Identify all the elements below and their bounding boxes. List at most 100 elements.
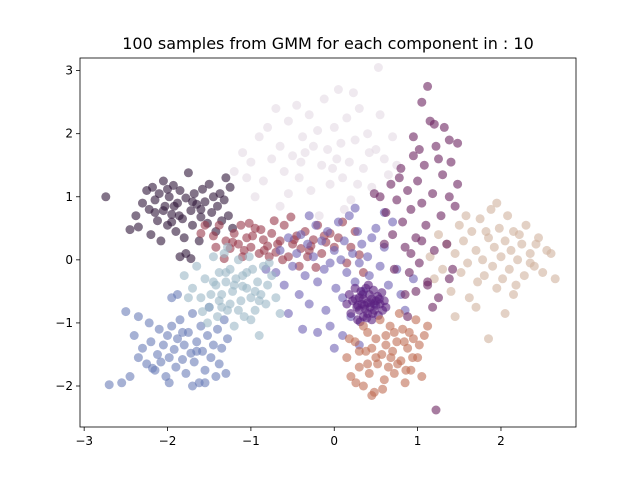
data-point [267, 154, 277, 164]
data-point [471, 302, 481, 312]
data-point [271, 104, 281, 113]
data-point [459, 236, 468, 246]
data-point [450, 201, 460, 211]
data-point [169, 201, 179, 211]
data-point [473, 277, 483, 287]
y-tick-label: 1 [65, 190, 73, 204]
data-point [358, 321, 368, 331]
data-point [348, 249, 358, 258]
data-point [450, 312, 460, 322]
data-point [388, 230, 398, 240]
data-point [521, 220, 531, 230]
y-tick-label: 2 [65, 127, 73, 141]
data-point [401, 365, 411, 375]
data-point [175, 186, 185, 195]
data-point [331, 283, 341, 293]
data-point [429, 274, 439, 284]
data-point [219, 195, 229, 205]
data-point [254, 331, 264, 340]
data-point [283, 233, 293, 243]
data-point [332, 154, 342, 164]
data-point [164, 378, 174, 388]
data-point [342, 353, 352, 363]
data-point [400, 242, 410, 252]
data-point [517, 239, 527, 249]
data-point [214, 268, 224, 277]
data-point [509, 290, 518, 299]
data-point [336, 255, 346, 265]
data-point [254, 132, 264, 142]
data-point [386, 353, 396, 363]
data-point [342, 113, 352, 123]
data-point [125, 225, 135, 235]
data-point [217, 343, 227, 353]
data-point [179, 271, 189, 281]
data-point [253, 277, 263, 287]
data-point [196, 228, 206, 238]
data-point [354, 104, 364, 113]
data-point [394, 173, 404, 183]
chart-title: 100 samples from GMM for each component … [122, 34, 534, 53]
data-point [481, 227, 491, 236]
data-point [423, 81, 433, 91]
data-point [348, 88, 358, 98]
data-point [311, 220, 321, 230]
data-point [304, 211, 314, 221]
data-point [531, 239, 541, 249]
data-point [504, 264, 514, 274]
data-point [206, 290, 216, 299]
data-point [417, 97, 427, 107]
data-point [192, 261, 202, 271]
data-point [429, 245, 439, 255]
data-point [158, 176, 168, 186]
data-point [146, 337, 156, 347]
data-point [364, 148, 374, 158]
data-point [396, 163, 406, 173]
data-point [408, 151, 418, 161]
data-point [363, 280, 373, 290]
data-point [317, 160, 327, 170]
data-point [298, 132, 308, 142]
data-point [375, 110, 385, 120]
data-point [246, 242, 256, 252]
data-point [354, 258, 364, 268]
data-point [189, 189, 199, 199]
data-point [158, 340, 168, 350]
data-point [194, 236, 204, 246]
data-point [383, 280, 393, 290]
data-point [148, 363, 157, 373]
data-point [317, 249, 327, 258]
data-point [494, 223, 504, 233]
data-point [246, 315, 256, 325]
data-point [325, 258, 335, 268]
data-point [463, 258, 473, 268]
data-point [354, 250, 364, 260]
data-point [275, 309, 285, 318]
data-point [148, 182, 157, 192]
data-point [313, 327, 323, 337]
data-point [428, 189, 438, 199]
data-point [163, 184, 172, 194]
data-point [363, 252, 373, 262]
data-point [214, 220, 224, 230]
data-point [379, 154, 389, 164]
data-point [500, 236, 510, 246]
data-point [223, 334, 232, 344]
data-point [178, 327, 187, 337]
data-point [188, 283, 197, 293]
data-point [339, 204, 349, 214]
data-point [353, 179, 363, 189]
data-point [336, 138, 346, 148]
data-point [357, 239, 367, 249]
series-0 [101, 168, 238, 264]
data-point [154, 189, 164, 199]
data-point [173, 290, 182, 299]
data-point [379, 375, 389, 385]
data-point [275, 201, 285, 211]
data-point [242, 268, 252, 277]
data-point [371, 334, 381, 344]
data-point [283, 309, 293, 318]
data-point [371, 353, 381, 363]
data-point [200, 220, 210, 230]
